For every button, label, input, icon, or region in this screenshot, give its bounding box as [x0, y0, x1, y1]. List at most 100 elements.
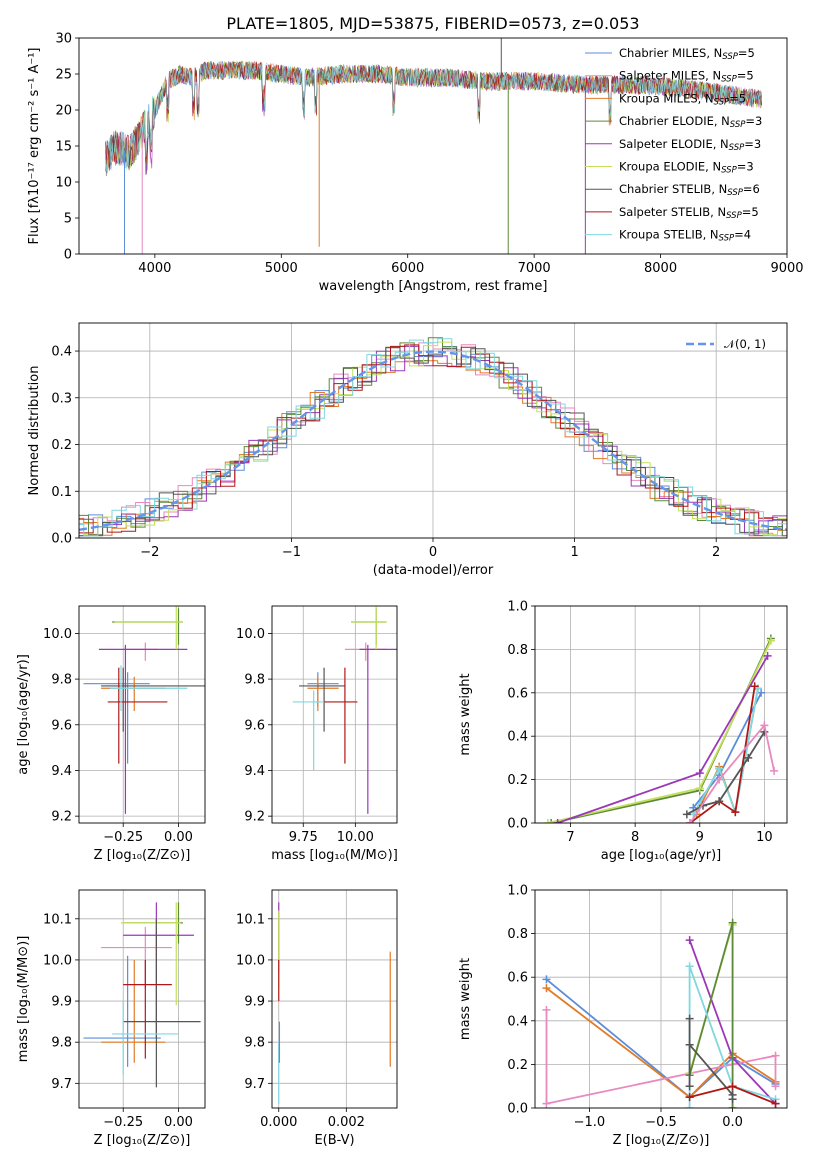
x-tick-label: −1: [282, 545, 301, 560]
y-tick-label: 0.0: [51, 532, 72, 547]
y-tick-label: 9.8: [244, 1036, 265, 1051]
spectrum-series-kroupa_elodie: [105, 60, 762, 174]
errorbar-chabrier_miles: [83, 672, 150, 764]
weight-marker: [685, 1014, 694, 1023]
y-tick-label: 0.4: [51, 345, 72, 360]
mass-vs-EBV-axes: 0.000 0.002 9.7 9.8 9.9 10.0 10.1 E(B-V): [236, 889, 398, 1148]
axes-frame: [78, 37, 788, 255]
weight-marker: [770, 766, 779, 775]
axes-frame: [78, 322, 788, 539]
y-tick-label: 1.0: [507, 884, 528, 899]
x-tick-label: 1: [570, 545, 578, 560]
x-tick-label: 10.00: [337, 830, 374, 845]
weight-marker: [686, 819, 695, 823]
x-tick-label: 2: [712, 545, 720, 560]
x-tick-label: 10: [756, 830, 773, 845]
weight-vs-age-axes: 7 8 9 10 0.0 0.2 0.4 0.6 0.8 1.0 age [log₁₀(age/yr…: [458, 600, 788, 863]
weight-marker: [685, 936, 694, 945]
y-tick-label: 0.2: [507, 1058, 528, 1073]
x-tick-label: 0: [429, 545, 437, 560]
errorbar-kroupa_elodie: [121, 902, 181, 1006]
weight-marker: [766, 636, 775, 645]
spectrum-series-chabrier_stelib: [105, 61, 762, 177]
errorbar-salpeter_stelib: [107, 667, 168, 764]
y-tick-label: 9.4: [244, 764, 265, 779]
weight-marker: [543, 819, 552, 823]
y-tick-label: 10: [55, 176, 72, 191]
weight-vs-age-plot-area: [543, 634, 779, 823]
weight-marker: [547, 819, 556, 823]
y-tick-label: 9.2: [51, 810, 72, 825]
weight-marker: [760, 721, 769, 730]
y-tick-label: 9.6: [244, 718, 265, 733]
y-tick-label: 0.8: [507, 927, 528, 942]
y-tick-label: 0.2: [51, 438, 72, 453]
weight-marker: [685, 1093, 694, 1102]
weight-marker: [715, 775, 724, 784]
y-tick-label: 10.1: [236, 912, 265, 927]
x-axis-label: E(B-V): [314, 1133, 354, 1148]
legend-entry: Kroupa ELODIE, NSSP=3: [619, 160, 754, 176]
legend-entry: Salpeter ELODIE, NSSP=3: [619, 137, 761, 153]
gaussian-curve: [79, 350, 787, 531]
x-tick-label: −1.0: [574, 1115, 606, 1130]
weight-series-chabrier_stelib: [682, 727, 769, 819]
weight-marker: [728, 1104, 737, 1108]
x-axis-label: mass [log₁₀(M/M⊙)]: [271, 848, 398, 863]
residuals-plot-area: [79, 337, 787, 537]
x-tick-label: 9: [696, 830, 704, 845]
y-axis-label: Normed distribution: [27, 366, 42, 496]
weight-marker: [553, 819, 562, 823]
legend-entry: Salpeter STELIB, NSSP=5: [619, 205, 759, 221]
axes-frame: [534, 889, 788, 1109]
y-tick-label: 9.8: [244, 673, 265, 688]
x-axis-label: Z [log₁₀(Z/Z⊙)]: [613, 1133, 710, 1148]
weight-marker: [685, 1040, 694, 1049]
y-axis-label: Flux [fλ10⁻¹⁷ erg cm⁻² s⁻¹ A⁻¹]: [27, 48, 42, 245]
y-tick-label: 1.0: [507, 600, 528, 615]
weight-marker: [771, 1099, 780, 1108]
weight-marker: [757, 688, 766, 697]
age-vs-mass-plot-area: [292, 606, 397, 814]
age-vs-mass-axes: 9.75 10.00 9.2 9.4 9.6 9.8 10.0 mass [log₁₀(M/M…: [236, 605, 398, 863]
errorbar-kroupa_miles: [307, 676, 339, 712]
mass-vs-Z-plot-area: [83, 902, 201, 1088]
y-tick-label: 0.0: [507, 817, 528, 832]
mass-vs-EBV-plot-area: [278, 902, 391, 1104]
x-tick-label: 0.000: [260, 1115, 297, 1130]
weight-marker: [695, 769, 704, 778]
weight-marker: [695, 784, 704, 793]
spectrum-plot-area: [105, 38, 762, 254]
y-tick-label: 25: [55, 68, 72, 83]
age-vs-Z-plot-area: [83, 606, 205, 814]
x-tick-label: −0.25: [103, 1115, 143, 1130]
axes-frame: [534, 605, 788, 824]
weight-marker: [728, 918, 737, 927]
y-tick-label: 9.6: [51, 718, 72, 733]
y-tick-label: 30: [55, 32, 72, 47]
weight-marker: [715, 764, 724, 773]
legend-entry: Chabrier ELODIE, NSSP=3: [619, 114, 762, 130]
y-tick-label: 0.2: [507, 773, 528, 788]
x-tick-label: 6000: [391, 261, 424, 276]
errorbar-kroupa_miles: [101, 959, 166, 1063]
histogram-salpeter_stelib: [79, 344, 787, 534]
errorbar-salpeter_elodie: [98, 644, 188, 814]
weight-marker: [685, 1104, 694, 1108]
legend-entry: Kroupa STELIB, NSSP=4: [619, 228, 751, 244]
errorbar-kroupa_stelib: [109, 665, 188, 712]
legend-entry: Chabrier MILES, NSSP=5: [619, 46, 755, 62]
x-tick-label: 8000: [644, 261, 677, 276]
y-tick-label: 0: [64, 248, 72, 263]
errorbar-chabrier_stelib: [123, 918, 201, 1088]
y-tick-label: 10.0: [236, 627, 265, 642]
weight-marker: [682, 810, 691, 819]
x-tick-label: 0.00: [164, 1115, 193, 1130]
residuals-axes: −2 −1 0 1 2 0.0 0.1 0.2 0.3 0.4 (data-model)/error…: [27, 322, 788, 578]
y-tick-label: 0.8: [507, 643, 528, 658]
errorbar-chabrier_stelib: [299, 667, 345, 732]
y-tick-label: 10.0: [236, 953, 265, 968]
x-tick-label: 5000: [265, 261, 298, 276]
figure-title: PLATE=1805, MJD=53875, FIBERID=0573, z=0…: [226, 14, 639, 33]
